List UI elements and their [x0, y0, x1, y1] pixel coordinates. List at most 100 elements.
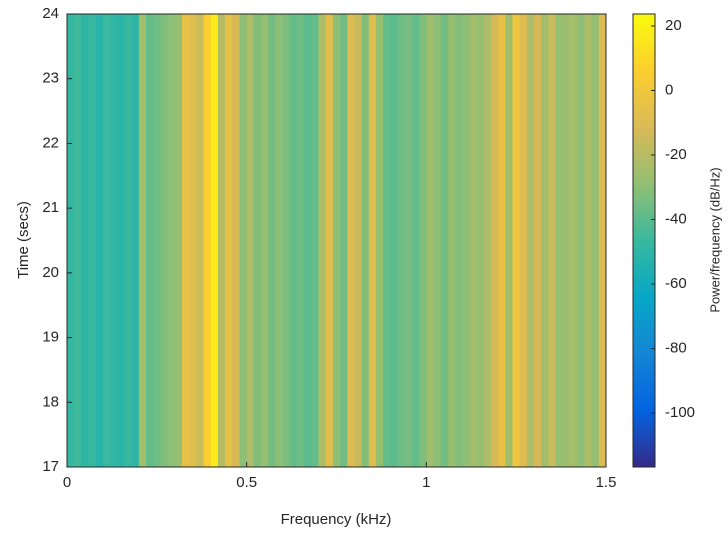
cell: [88, 14, 97, 467]
cell: [512, 14, 521, 467]
cell: [598, 14, 607, 467]
x-tick-label: 1.5: [596, 474, 617, 491]
y-axis-label: Time (secs): [15, 201, 32, 279]
cell: [505, 14, 513, 467]
cell: [591, 14, 600, 467]
cell: [347, 14, 355, 467]
cell: [340, 14, 348, 467]
cell: [253, 14, 262, 467]
cell: [296, 14, 305, 467]
cell: [210, 14, 219, 467]
cell: [261, 14, 269, 467]
colorbar-tick-label: -60: [665, 275, 687, 292]
cell: [167, 14, 176, 467]
y-tick-label: 20: [42, 264, 59, 281]
cell: [138, 14, 147, 467]
colorbar-tick-label: 0: [665, 81, 673, 98]
cell: [390, 14, 398, 467]
cell: [376, 14, 384, 467]
plot-frame: [66, 13, 607, 468]
colorbar-tick-label: -80: [665, 340, 687, 357]
cell: [131, 14, 140, 467]
cell: [404, 14, 413, 467]
x-tick-label: 0: [63, 474, 71, 491]
colorbar-label: Power/frequency (dB/Hz): [707, 167, 722, 312]
x-tick-label: 1: [422, 474, 430, 491]
cell: [275, 14, 283, 467]
cell: [174, 14, 183, 467]
cell: [189, 14, 197, 467]
y-tick-label: 17: [42, 458, 59, 475]
cell: [469, 14, 477, 467]
cell: [368, 14, 377, 467]
cell: [584, 14, 592, 467]
cell: [397, 14, 406, 467]
cell: [498, 14, 506, 467]
cell: [361, 14, 370, 467]
y-tick-label: 18: [42, 393, 59, 410]
cell: [67, 14, 75, 467]
cell: [534, 14, 542, 467]
cell: [196, 14, 204, 467]
cell: [311, 14, 319, 467]
cell: [232, 14, 240, 467]
cell: [325, 14, 334, 467]
cell: [562, 14, 571, 467]
cell: [570, 14, 578, 467]
cell: [419, 14, 427, 467]
cell: [411, 14, 420, 467]
x-tick-label: 0.5: [236, 474, 257, 491]
colorbar-tick-label: -100: [665, 404, 695, 421]
cell: [246, 14, 255, 467]
y-tick-label: 24: [42, 5, 59, 22]
cell: [181, 14, 190, 467]
cell: [455, 14, 463, 467]
cell: [117, 14, 125, 467]
cell: [95, 14, 104, 467]
cell: [555, 14, 564, 467]
cell: [160, 14, 168, 467]
cell: [519, 14, 528, 467]
cell: [383, 14, 391, 467]
cell: [426, 14, 434, 467]
cell: [476, 14, 485, 467]
cell: [548, 14, 556, 467]
colorbar-tick-label: -40: [665, 210, 687, 227]
cell: [217, 14, 226, 467]
cell: [102, 14, 111, 467]
y-tick-label: 21: [42, 199, 59, 216]
cell: [124, 14, 132, 467]
cell: [268, 14, 276, 467]
cell: [440, 14, 449, 467]
cell: [282, 14, 291, 467]
cell: [225, 14, 233, 467]
cell: [318, 14, 327, 467]
y-tick-label: 22: [42, 134, 59, 151]
cell: [203, 14, 212, 467]
cell: [526, 14, 535, 467]
cell: [153, 14, 161, 467]
cell: [433, 14, 442, 467]
cell: [491, 14, 499, 467]
cell: [354, 14, 362, 467]
cell: [81, 14, 89, 467]
colorbar-tick-label: -20: [665, 146, 687, 163]
colorbar: [633, 14, 655, 467]
cell: [146, 14, 154, 467]
cell: [74, 14, 82, 467]
y-tick-label: 19: [42, 329, 59, 346]
cell: [289, 14, 298, 467]
cell: [577, 14, 585, 467]
cell: [304, 14, 312, 467]
cell: [110, 14, 118, 467]
y-tick-label: 23: [42, 70, 59, 87]
colorbar-frame: [632, 13, 656, 468]
cell: [332, 14, 341, 467]
cell: [483, 14, 492, 467]
colorbar-tick-label: 20: [665, 17, 682, 34]
cell: [239, 14, 247, 467]
cell: [447, 14, 456, 467]
x-axis-label: Frequency (kHz): [281, 511, 392, 528]
cell: [462, 14, 470, 467]
